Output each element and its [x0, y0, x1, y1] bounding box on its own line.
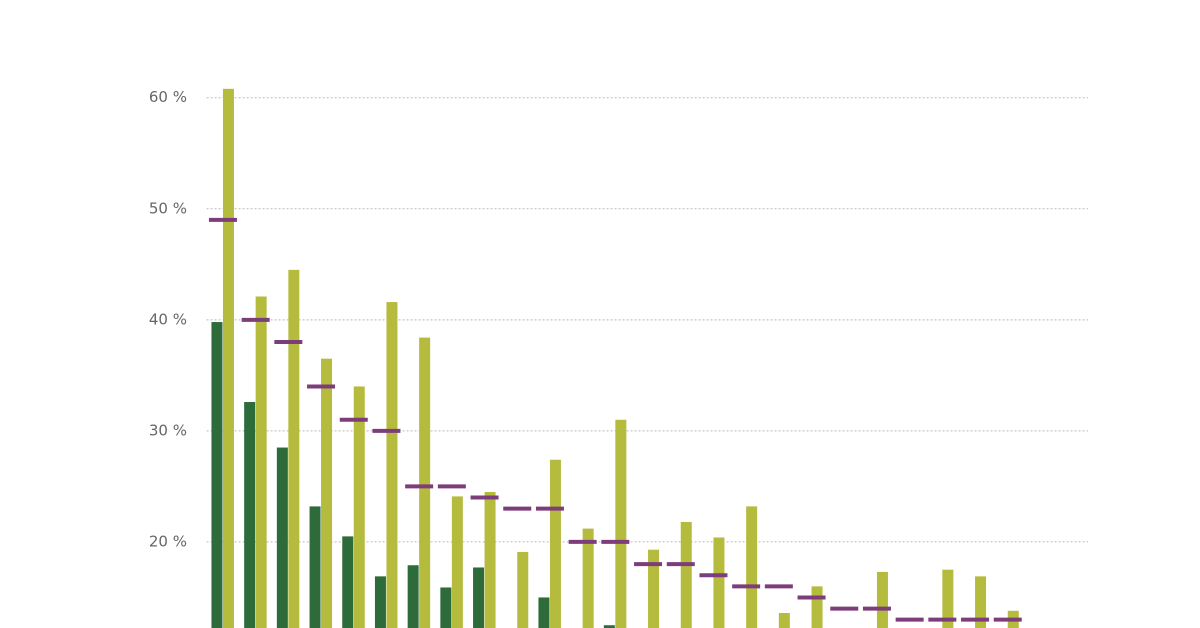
bar: [473, 567, 485, 628]
bar: [309, 506, 321, 628]
bar: [538, 597, 550, 628]
bar: [778, 613, 790, 628]
bar: [342, 536, 354, 628]
bar: [244, 402, 256, 628]
bar: [484, 491, 496, 628]
bar: [975, 576, 987, 628]
bar: [582, 528, 594, 628]
bar: [288, 269, 300, 628]
bar: [222, 88, 234, 628]
bar: [713, 537, 725, 628]
bar: [876, 571, 888, 628]
bar: [276, 447, 288, 628]
bar: [374, 576, 386, 628]
bar: [811, 586, 823, 628]
y-tick-label: 50 %: [149, 199, 187, 217]
bar: [211, 322, 223, 628]
bar: [321, 358, 333, 628]
y-tick-label: 40 %: [149, 310, 187, 328]
bar: [615, 419, 627, 628]
bar: [407, 565, 419, 628]
bar: [451, 496, 463, 628]
bar: [746, 506, 758, 628]
y-tick-label: 30 %: [149, 421, 187, 439]
y-tick-label: 60 %: [149, 88, 187, 106]
bar: [648, 549, 660, 628]
bar: [680, 521, 692, 628]
bar: [517, 551, 529, 628]
bar: [942, 569, 954, 628]
bar: [440, 587, 452, 628]
bar: [603, 625, 615, 628]
bar: [386, 302, 398, 628]
y-tick-label: 20 %: [149, 532, 187, 550]
bar: [419, 337, 431, 628]
bar: [549, 459, 561, 628]
bar: [255, 296, 267, 628]
bar: [353, 386, 365, 628]
